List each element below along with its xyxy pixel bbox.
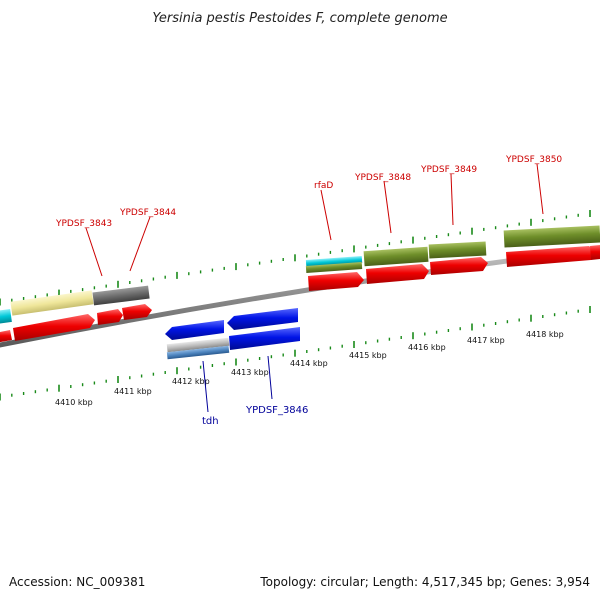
leader-line	[450, 173, 454, 226]
gene-box-steel-blue	[166, 345, 230, 360]
gene-label: YPDSF_3844	[119, 208, 176, 218]
cds-arrow	[366, 264, 429, 284]
leader-line	[383, 180, 392, 234]
gene-box-cyan-rfad	[305, 256, 363, 267]
kbp-label: 4413 kbp	[231, 368, 269, 377]
gene-label: YPDSF_3849	[420, 165, 477, 175]
gene-box-olive-3848	[363, 246, 429, 267]
gene-labels-inner: tdh YPDSF_3846	[202, 355, 308, 427]
cds-reverse-arrow	[227, 308, 298, 330]
feature-band-upper	[0, 225, 600, 325]
gene-label: YPDSF_3843	[55, 219, 112, 229]
cds-arrow	[506, 246, 596, 267]
gene-box-dark-gray	[92, 285, 150, 306]
gene-label: YPDSF_3846	[245, 405, 308, 416]
feature-band-lower	[165, 308, 300, 360]
kbp-label: 4411 kbp	[114, 387, 152, 396]
kbp-label: 4410 kbp	[55, 398, 93, 407]
genome-summary-text: Topology: circular; Length: 4,517,345 bp…	[259, 575, 590, 589]
cds-arrow	[13, 314, 95, 341]
cds-arrow	[122, 304, 152, 320]
kbp-ticks-outer	[0, 210, 591, 306]
cds-arrow	[0, 330, 12, 343]
map-title: Yersinia pestis Pestoides F, complete ge…	[152, 11, 447, 26]
gene-box-olive-3850	[503, 225, 600, 248]
leader-line	[267, 355, 273, 400]
kbp-label: 4416 kbp	[408, 343, 446, 352]
kbp-label: 4417 kbp	[467, 336, 505, 345]
leader-line	[320, 189, 332, 241]
cds-arrow	[430, 257, 488, 275]
gene-label: tdh	[202, 416, 219, 427]
kbp-ticks-inner	[0, 306, 591, 401]
gene-box-yellow	[10, 290, 94, 316]
kbp-label: 4415 kbp	[349, 351, 387, 360]
gene-box-olive-rfad	[305, 262, 363, 273]
kbp-label: 4414 kbp	[290, 359, 328, 368]
accession-text: Accession: NC_009381	[9, 575, 145, 589]
kbp-label: 4412 kbp	[172, 377, 210, 386]
kbp-label: 4418 kbp	[526, 330, 564, 339]
gene-labels-outer: YPDSF_3843 YPDSF_3844 rfaD YPDSF_3848 YP…	[55, 155, 562, 277]
cds-forward-arrows	[0, 245, 600, 343]
gene-box-light-gray	[166, 337, 230, 353]
cds-arrow	[590, 245, 600, 260]
cds-reverse-arrow	[165, 320, 224, 340]
gene-label: rfaD	[314, 181, 333, 191]
leader-line	[85, 227, 103, 277]
leader-line	[202, 360, 209, 413]
leader-line	[129, 216, 151, 272]
gene-label: YPDSF_3850	[505, 155, 562, 165]
gene-box-olive-3849	[428, 241, 487, 259]
cds-reverse-arrow	[229, 327, 300, 350]
leader-line	[536, 163, 544, 215]
kbp-labels: 4410 kbp 4411 kbp 4412 kbp 4413 kbp 4414…	[55, 330, 564, 407]
gene-box-cyan-left	[0, 308, 12, 325]
cds-arrow	[308, 272, 364, 291]
cds-arrow	[97, 309, 123, 325]
gene-label: YPDSF_3848	[354, 173, 411, 183]
